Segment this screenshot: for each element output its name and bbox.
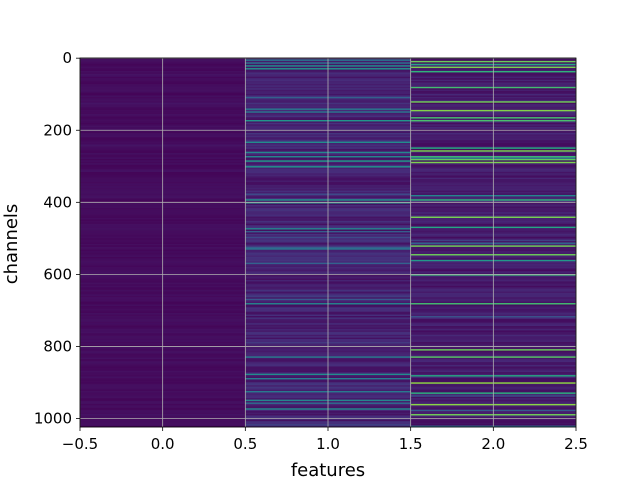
x-axis-title: features [291,460,365,480]
x-tick-label: −0.5 [62,435,98,453]
y-tick-label: 800 [43,337,72,355]
x-tick-label: 1.5 [399,435,423,453]
y-axis: 0 200 400 600 800 1000 [34,49,80,428]
x-tick-label: 2.0 [481,435,505,453]
x-tick-label: 0.5 [233,435,257,453]
grid-lines [79,57,577,428]
x-tick-label: 2.5 [564,435,588,453]
x-tick-label: 0.0 [151,435,175,453]
x-axis: −0.5 0.0 0.5 1.0 1.5 2.0 2.5 [62,427,588,453]
x-tick-label: 1.0 [316,435,340,453]
y-axis-title: channels [1,204,22,285]
y-tick-label: 1000 [34,410,72,428]
y-tick-label: 0 [62,49,72,67]
y-tick-label: 600 [43,265,72,283]
y-tick-label: 400 [43,193,72,211]
y-tick-label: 200 [43,121,72,139]
